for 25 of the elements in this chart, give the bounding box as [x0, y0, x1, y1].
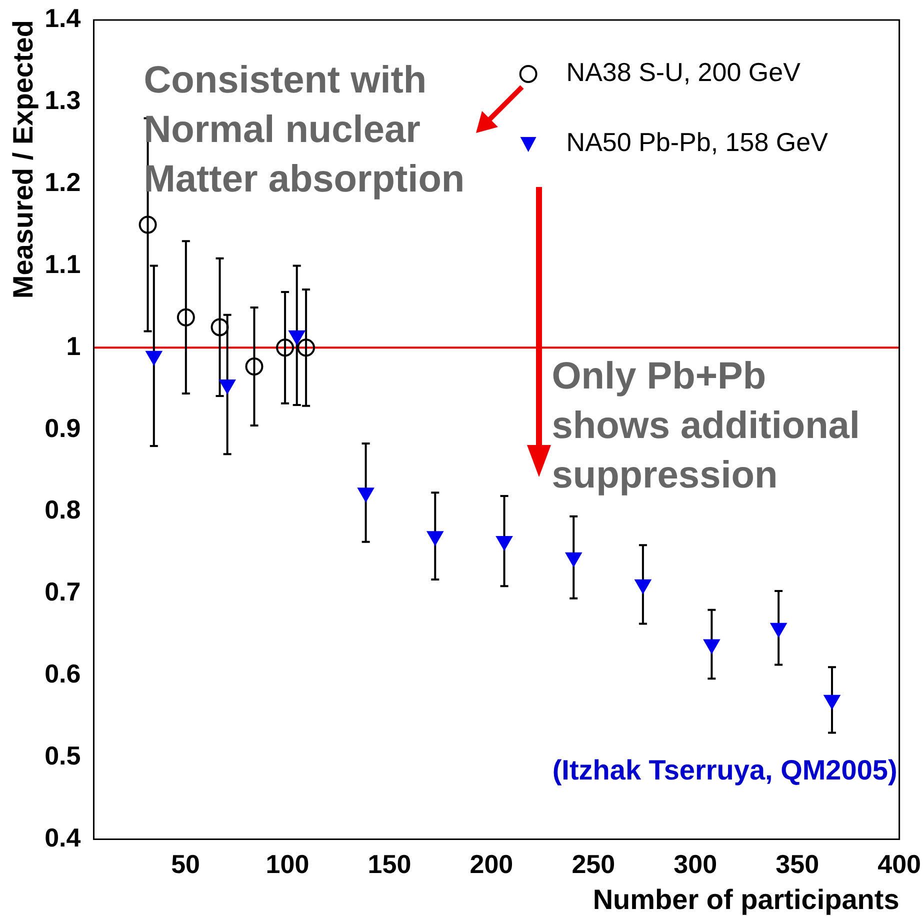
- y-tick-label: 1.4: [44, 3, 82, 34]
- y-tick-label: 0.6: [44, 658, 81, 689]
- x-tick-label: 250: [572, 848, 616, 879]
- x-tick-label: 400: [878, 848, 922, 879]
- y-tick-label: 0.7: [44, 576, 81, 607]
- y-tick-label: 1.3: [44, 85, 81, 116]
- x-tick-label: 50: [171, 848, 200, 879]
- annotation: Only Pb+Pb shows additional suppression: [552, 355, 860, 496]
- y-tick-label: 1: [66, 330, 81, 361]
- x-tick-label: 100: [266, 848, 310, 879]
- y-tick-label: 0.5: [44, 740, 81, 770]
- legend-label: NA50 Pb-Pb, 158 GeV: [566, 127, 829, 158]
- x-tick-label: 200: [470, 848, 514, 879]
- y-tick-label: 1.2: [44, 167, 81, 198]
- x-axis-title: Number of participants: [592, 884, 900, 915]
- y-tick-label: 0.9: [44, 412, 81, 443]
- y-tick-label: 1.1: [44, 248, 81, 279]
- annotation: (Itzhak Tserruya, QM2005): [552, 754, 898, 786]
- legend-label: NA38 S-U, 200 GeV: [566, 57, 802, 88]
- x-tick-label: 350: [776, 848, 820, 879]
- y-axis-title: Measured / Expected: [8, 20, 39, 299]
- x-tick-label: 150: [368, 848, 412, 879]
- y-tick-label: 0.8: [44, 494, 81, 525]
- x-tick-label: 300: [674, 848, 718, 879]
- y-tick-label: 0.4: [44, 822, 82, 852]
